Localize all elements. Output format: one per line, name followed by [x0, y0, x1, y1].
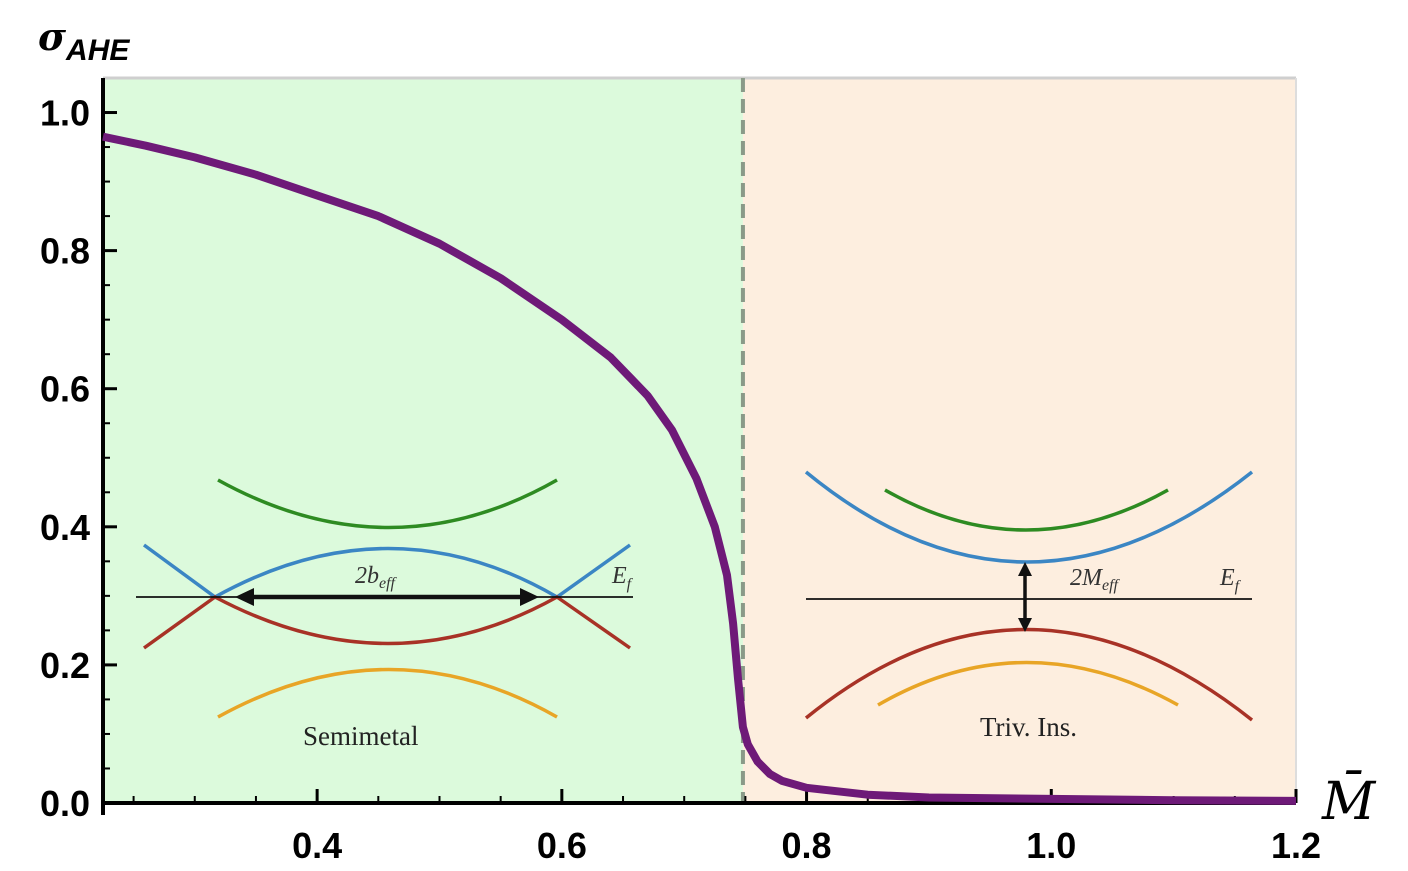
x-axis-label: M̄ — [1321, 771, 1377, 832]
band-green — [217, 478, 558, 530]
band-red — [142, 594, 632, 650]
phase-regions — [103, 76, 1297, 803]
band-orange — [217, 667, 558, 719]
band-orange — [877, 660, 1179, 707]
region-semimetal — [103, 78, 743, 803]
y-tick-label: 0.8 — [40, 231, 90, 272]
y-tick-label: 0.0 — [40, 783, 90, 824]
gap-label: 2beff — [355, 563, 398, 592]
band-blue — [142, 543, 632, 600]
series-line-sigma_AHE — [102, 132, 1297, 805]
gap-arrow-left-head — [235, 588, 254, 606]
fermi-label-sub: f — [1235, 578, 1242, 595]
y-axis-label: σAHE — [38, 14, 130, 67]
y-axis-label-sub: AHE — [65, 34, 130, 67]
x-tick-label: 0.8 — [782, 825, 832, 866]
x-tick-label: 1.2 — [1271, 825, 1321, 866]
axis-labels: σAHE M̄ — [38, 14, 1377, 832]
y-tick-label: 0.2 — [40, 645, 90, 686]
phase-label: Triv. Ins. — [980, 712, 1077, 742]
x-tick-label: 0.6 — [537, 825, 587, 866]
gap-arrow-right-head — [520, 588, 539, 606]
fermi-label-sub: f — [627, 576, 634, 593]
x-tick-label: 0.4 — [292, 825, 342, 866]
region-insulator — [742, 78, 1296, 803]
y-axis-label-symbol: σ — [38, 14, 67, 59]
y-tick-label: 1.0 — [40, 93, 90, 134]
gap-arrow-top-head — [1018, 562, 1032, 576]
y-tick-label: 0.4 — [40, 507, 90, 548]
band-red — [804, 627, 1254, 722]
gap-arrow-bottom-head — [1018, 618, 1032, 632]
band-green — [884, 488, 1169, 532]
x-tick-label: 1.0 — [1026, 825, 1076, 866]
phase-label: Semimetal — [303, 721, 418, 751]
sigma-curve-group — [102, 132, 1297, 805]
gap-label-sub: eff — [379, 575, 398, 592]
gap-label-sub: eff — [1102, 577, 1121, 594]
band-blue — [804, 470, 1254, 564]
y-tick-label: 0.6 — [40, 369, 90, 410]
